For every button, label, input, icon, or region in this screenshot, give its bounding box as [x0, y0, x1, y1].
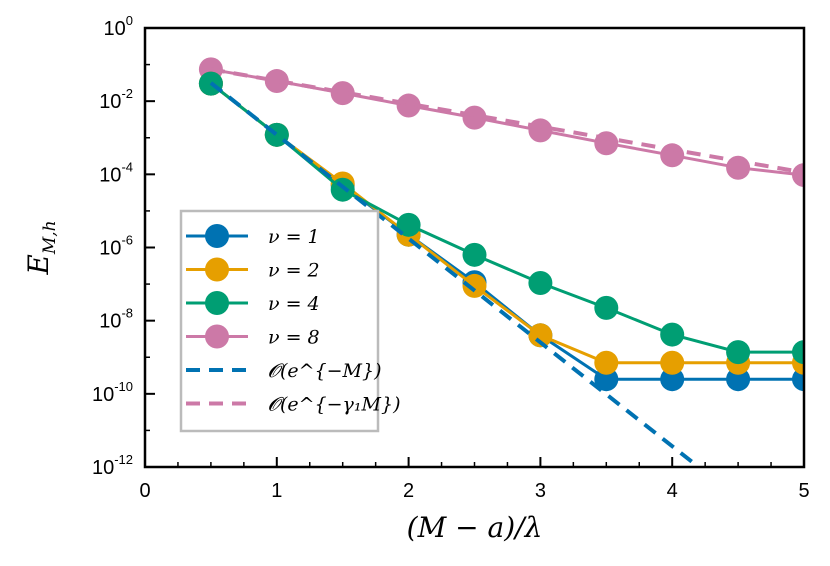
data-point	[726, 340, 751, 365]
y-tick-label: 10-4	[99, 159, 133, 186]
data-point	[528, 270, 553, 295]
x-tick-label: 3	[535, 480, 546, 502]
data-point	[660, 350, 685, 375]
data-point	[462, 242, 487, 267]
data-point	[264, 69, 289, 94]
legend-label: ν = 4	[268, 293, 320, 315]
data-point	[792, 340, 804, 365]
data-point	[396, 93, 421, 118]
data-point	[528, 118, 553, 143]
data-point	[594, 350, 619, 375]
y-axis-title: EM,h	[22, 220, 60, 275]
legend-item: ν = 8	[186, 324, 320, 349]
data-point	[462, 105, 487, 130]
x-tick-label: 5	[798, 480, 809, 502]
x-tick-label: 0	[139, 480, 150, 502]
legend-marker	[205, 224, 229, 248]
legend-label: 𝓞(e^{−M})	[268, 360, 382, 382]
data-point	[330, 177, 355, 202]
y-tick-label: 10-12	[92, 452, 133, 479]
legend-item: ν = 2	[186, 257, 320, 282]
y-tick-label: 10-8	[99, 306, 133, 333]
data-point	[660, 143, 685, 168]
y-tick-label: 100	[104, 13, 133, 40]
data-point	[330, 81, 355, 106]
data-point	[396, 212, 421, 237]
legend-item: 𝓞(e^{−M})	[186, 360, 382, 382]
legend-box	[179, 209, 380, 433]
data-point	[594, 295, 619, 320]
legend-label: ν = 2	[268, 260, 320, 282]
x-tick-label: 1	[271, 480, 282, 502]
reference-line	[209, 81, 700, 467]
x-tick-label: 4	[667, 480, 678, 502]
legend-marker	[205, 324, 229, 349]
data-point	[792, 163, 804, 188]
legend-marker	[205, 291, 229, 315]
legend-label: ν = 8	[268, 327, 320, 349]
data-point	[594, 367, 619, 392]
legend-item: ν = 4	[186, 291, 320, 315]
data-point	[462, 273, 487, 298]
legend: ν = 1 ν = 2 ν = 4 ν = 8 𝓞(e^{−M}) 𝓞(e^{−γ₁M})	[179, 209, 400, 433]
y-tick-label: 10-2	[99, 86, 133, 113]
series-4	[198, 57, 804, 188]
data-point	[726, 367, 751, 392]
y-tick-label: 10-6	[99, 233, 133, 260]
data-point	[528, 323, 553, 348]
y-tick-label: 10-10	[92, 379, 133, 406]
legend-label: 𝓞(e^{−γ₁M})	[268, 394, 400, 416]
reference-line	[210, 67, 804, 175]
x-axis-title: (M − a)/λ	[407, 511, 543, 544]
x-tick-label: 2	[403, 480, 414, 502]
data-point	[660, 322, 685, 347]
data-point	[660, 367, 685, 392]
legend-item: ν = 1	[186, 224, 320, 248]
legend-label: ν = 1	[268, 226, 320, 248]
legend-item: 𝓞(e^{−γ₁M})	[186, 394, 400, 416]
legend-marker	[205, 257, 229, 282]
